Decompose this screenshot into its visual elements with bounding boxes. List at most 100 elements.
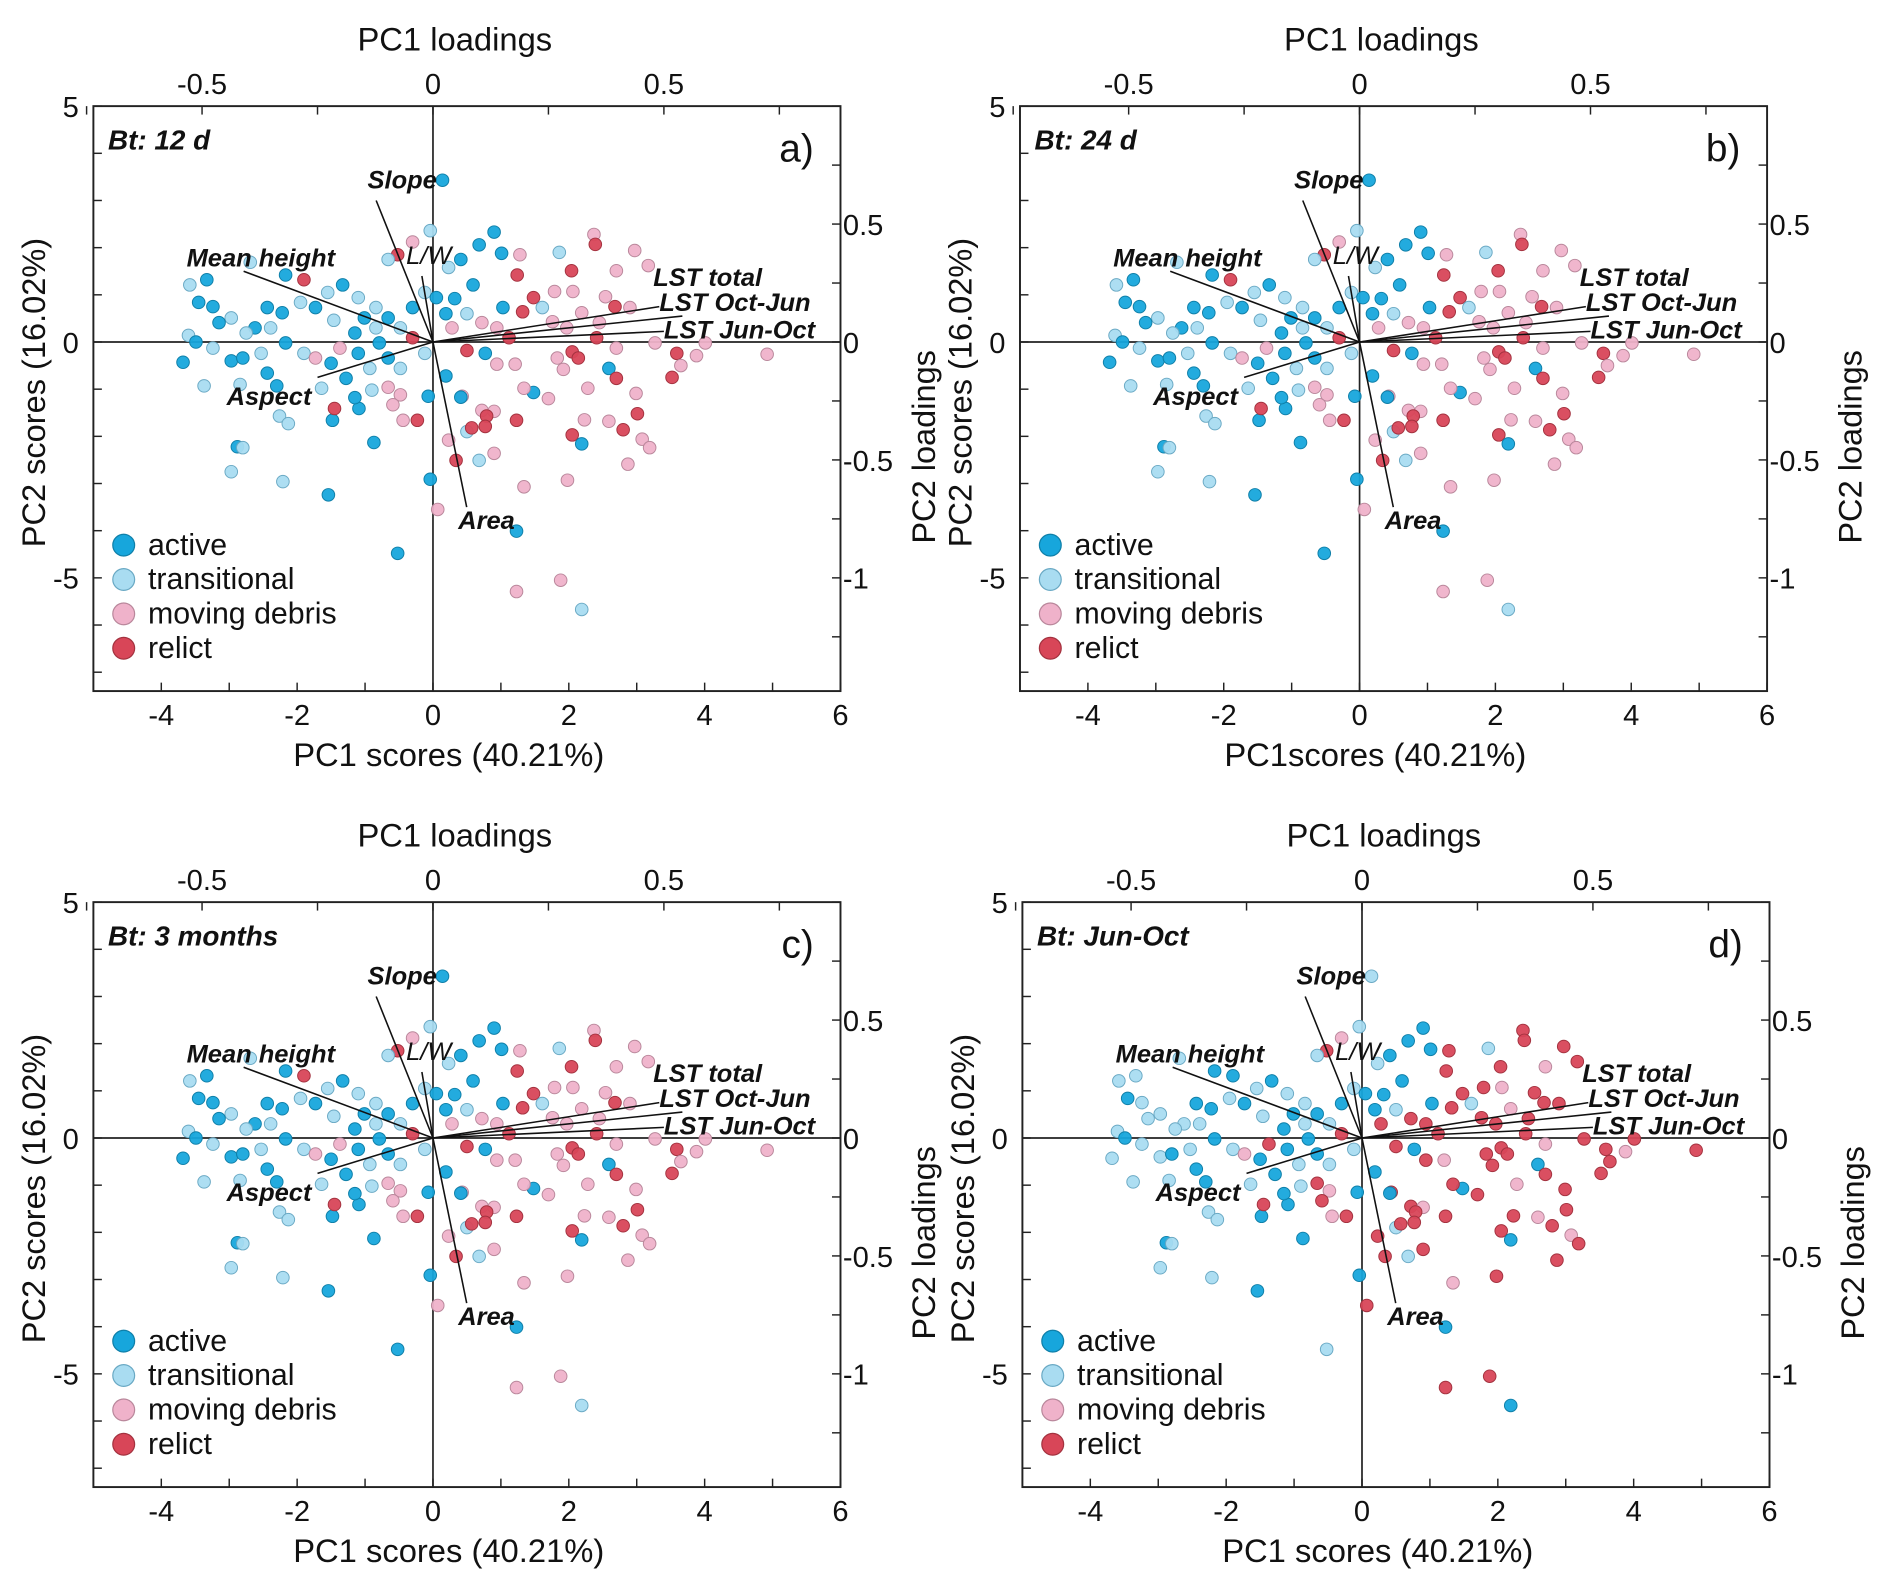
data-point-a (224, 354, 239, 368)
data-point-t (1205, 1270, 1219, 1285)
data-point-m (1495, 1080, 1509, 1095)
loading-vector (1358, 341, 1395, 508)
data-point-a (200, 1068, 214, 1083)
data-point-a (1383, 1048, 1397, 1063)
panel-letter: b) (1706, 128, 1741, 171)
data-point-t (293, 295, 308, 310)
data-point-m (396, 413, 410, 428)
loading-vector (243, 1066, 434, 1139)
top-tick-label: 0 (425, 865, 441, 897)
right-tick-label: -0.5 (1770, 446, 1820, 478)
data-point-m (396, 1209, 410, 1224)
top-tick-label: 0.5 (644, 69, 684, 101)
data-point-a (260, 300, 275, 315)
data-point-t (423, 223, 438, 238)
data-point-m (1325, 1209, 1339, 1224)
legend-label: active (148, 1325, 227, 1358)
data-point-m (1616, 348, 1630, 363)
data-point-m (1443, 480, 1458, 494)
data-point-a (1365, 306, 1380, 321)
data-point-r (1689, 1143, 1703, 1158)
data-point-r (1310, 1176, 1324, 1191)
data-point-m (1536, 341, 1550, 355)
data-point-m (517, 381, 531, 395)
top-axis-title: PC1 loadings (1284, 21, 1479, 58)
loading-label: Area (1384, 507, 1442, 535)
data-point-t (1192, 1117, 1207, 1131)
data-point-t (1298, 1117, 1312, 1131)
data-point-a (308, 1096, 323, 1111)
data-point-a (494, 1042, 509, 1057)
data-point-m (1568, 258, 1582, 273)
loading-vector (317, 341, 434, 379)
loading-label: LST total (1582, 1060, 1692, 1088)
loading-label: LST Oct-Jun (659, 1085, 810, 1113)
data-point-m (1503, 1101, 1518, 1116)
data-point-m (1434, 357, 1449, 371)
data-point-t (369, 1096, 383, 1111)
data-point-r (1374, 1117, 1388, 1131)
loading-label: LST total (1580, 264, 1690, 292)
data-point-t (1162, 440, 1177, 455)
loading-label: Mean height (1113, 244, 1263, 272)
legend-label: transitional (148, 1359, 295, 1392)
data-point-a (236, 1147, 250, 1161)
data-point-r (1407, 1215, 1422, 1230)
data-point-t (1168, 1122, 1183, 1136)
data-point-m (560, 1269, 575, 1283)
data-point-a (236, 351, 250, 365)
data-point-a (1189, 1162, 1204, 1176)
data-point-a (1207, 1064, 1222, 1078)
top-tick-label: 0.5 (1573, 865, 1613, 897)
data-point-m (386, 1193, 400, 1208)
data-point-r (515, 305, 530, 319)
data-point-a (1293, 435, 1308, 450)
data-point-r (1386, 343, 1401, 358)
loading-vector (1359, 315, 1610, 343)
y-tick-label: 0 (63, 328, 79, 360)
x-tick-label: 6 (1761, 1496, 1777, 1528)
data-point-t (233, 377, 247, 392)
loading-vector (1169, 270, 1360, 343)
data-point-m (698, 336, 713, 350)
loading-vector (1243, 341, 1360, 379)
data-point-a (278, 1064, 293, 1078)
data-point-r (460, 343, 474, 358)
data-point-r (1527, 1085, 1542, 1100)
data-point-r (665, 1166, 679, 1181)
top-tick-label: 0 (1351, 69, 1367, 101)
data-point-a (454, 1048, 468, 1063)
data-point-a (1151, 354, 1165, 368)
x-tick-label: -2 (1211, 700, 1237, 732)
data-point-a (1503, 1233, 1518, 1247)
data-point-t (1256, 1109, 1270, 1124)
legend-label: relict (148, 632, 213, 665)
data-point-m (621, 457, 635, 471)
data-point-r (1470, 1187, 1485, 1202)
x-tick-label: -2 (284, 1496, 310, 1528)
data-point-a (1376, 1087, 1391, 1102)
x-tick-label: -4 (1077, 1496, 1103, 1528)
data-point-m (1501, 305, 1516, 320)
legend-label: active (148, 529, 227, 562)
data-point-t (1501, 602, 1516, 617)
data-point-t (1222, 1091, 1237, 1106)
data-point-a (454, 252, 468, 267)
data-point-m (1474, 284, 1488, 299)
data-point-a (275, 305, 289, 320)
data-point-a (454, 390, 468, 404)
data-point-m (1536, 264, 1550, 278)
data-point-a (1253, 1152, 1267, 1166)
data-point-a (1264, 1074, 1279, 1088)
data-point-m (641, 1054, 656, 1069)
x-tick-label: 2 (1487, 700, 1503, 732)
data-point-r (1419, 1153, 1433, 1167)
legend-marker-r (1038, 636, 1062, 660)
data-point-r (1492, 428, 1506, 442)
data-point-r (1571, 1236, 1586, 1251)
data-point-t (1307, 252, 1322, 267)
data-point-a (348, 1122, 362, 1136)
loading-vector (432, 1137, 468, 1304)
data-point-t (1162, 1173, 1176, 1188)
data-point-a (466, 278, 480, 292)
